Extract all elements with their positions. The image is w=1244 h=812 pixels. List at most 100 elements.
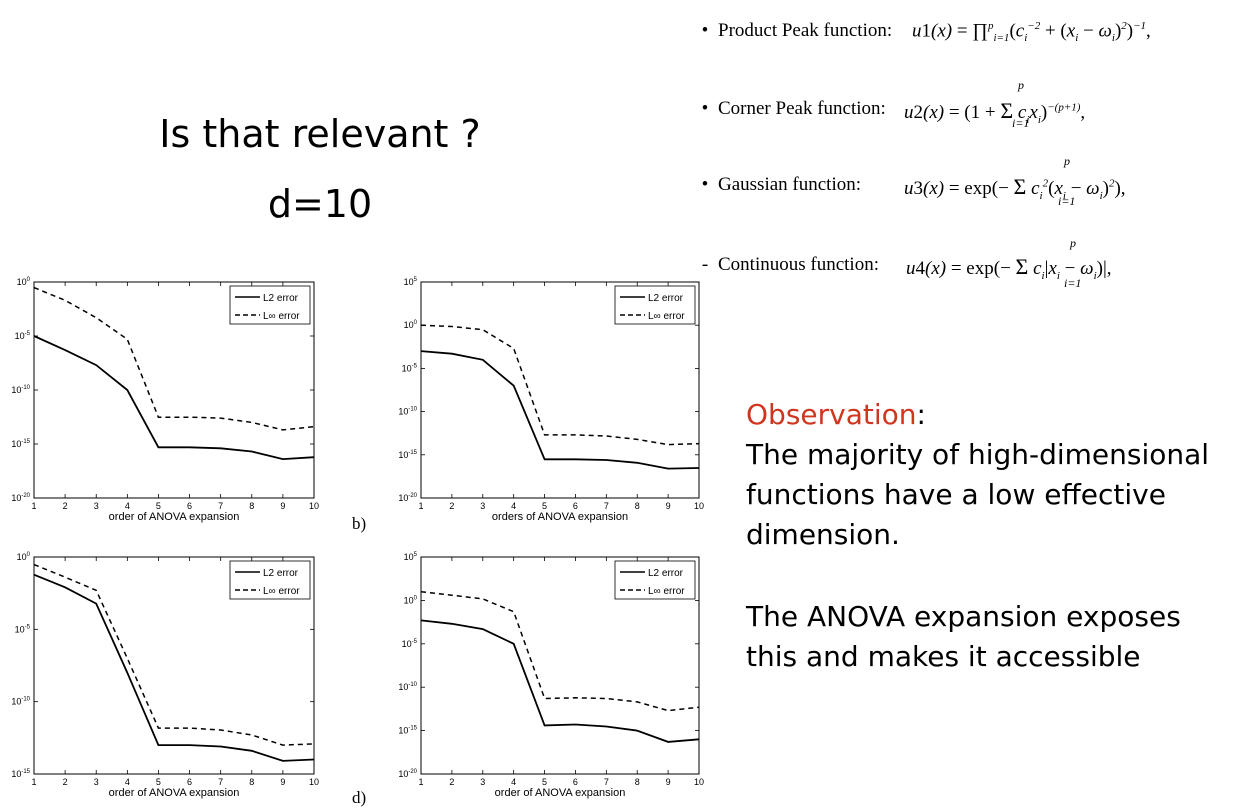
y-tick-label: 10-15 (11, 439, 30, 449)
bullet: • (701, 98, 709, 119)
x-tick-label: 9 (280, 777, 285, 787)
legend-label: L∞ error (648, 586, 685, 597)
function-formula: u1(x) = ∏pi=1(ci−2 + (xi − ωi)2)−1, (912, 20, 1151, 45)
chart-2: 1 2 3 4 5 6 7 8 9 10 105 100 10-5 10-10 10-15 10-20 orde… (398, 277, 704, 523)
observation-label: Observation (746, 398, 917, 431)
y-tick-label: 105 (404, 277, 418, 287)
bullet: • (701, 20, 709, 41)
function-label: Product Peak function: (718, 20, 893, 41)
x-tick-label: 1 (31, 501, 36, 511)
series-line (420, 324, 700, 446)
legend-label: L2 error (263, 568, 299, 579)
x-tick-label: 6 (187, 777, 192, 787)
function-formula: u3(x) = exp(− Σ ci2(xi − ωi)2), (904, 174, 1126, 202)
chart-4: 1 2 3 4 5 6 7 8 9 10 105 100 10-5 10-10 10-15 10-20 orde… (398, 552, 704, 799)
observation-text: The majority of high-dimensional functio… (746, 438, 1210, 551)
observation-heading: Observation: (746, 395, 926, 435)
x-tick-label: 10 (309, 501, 319, 511)
x-tick-label: 3 (94, 777, 99, 787)
x-tick-label: 6 (573, 777, 578, 787)
legend-label: L2 error (648, 568, 684, 579)
x-tick-label: 5 (156, 501, 161, 511)
x-tick-label: 8 (249, 501, 254, 511)
x-tick-label: 6 (573, 501, 578, 511)
y-tick-label: 10-5 (402, 639, 418, 649)
function-label: Corner Peak function: (718, 98, 886, 119)
y-tick-label: 10-20 (398, 769, 417, 779)
x-tick-label: 1 (418, 777, 423, 787)
x-tick-label: 4 (511, 777, 516, 787)
slide-subtitle: d=10 (267, 182, 373, 226)
x-tick-label: 9 (280, 501, 285, 511)
y-tick-label: 10-10 (11, 697, 30, 707)
y-tick-label: 10-15 (398, 726, 417, 736)
legend-box (614, 560, 696, 600)
x-tick-label: 1 (418, 501, 423, 511)
bullet: - (701, 254, 709, 275)
x-axis-label: orders of ANOVA expansion (492, 511, 628, 523)
series-line (420, 619, 700, 743)
x-tick-label: 7 (604, 501, 609, 511)
x-tick-label: 3 (94, 501, 99, 511)
x-tick-label: 10 (694, 777, 704, 787)
y-tick-label: 10-5 (15, 331, 31, 341)
x-tick-label: 5 (156, 777, 161, 787)
y-tick-label: 100 (404, 320, 418, 330)
legend-label: L2 error (648, 293, 684, 304)
x-tick-label: 2 (63, 501, 68, 511)
x-tick-label: 10 (694, 501, 704, 511)
x-tick-label: 8 (635, 501, 640, 511)
x-tick-label: 9 (666, 777, 671, 787)
series-line (420, 590, 700, 712)
x-tick-label: 1 (31, 777, 36, 787)
y-tick-label: 10-10 (398, 407, 417, 417)
series-line (33, 335, 315, 461)
legend-label: L∞ error (648, 311, 685, 322)
legend-box (614, 285, 696, 325)
slide-title: Is that relevant ? (159, 112, 481, 156)
x-tick-label: 9 (666, 501, 671, 511)
legend-label: L2 error (263, 293, 299, 304)
x-tick-label: 5 (542, 777, 547, 787)
observation-colon: : (916, 398, 926, 431)
series-line (420, 350, 700, 470)
x-tick-label: 10 (309, 777, 319, 787)
function-formula: u2(x) = (1 + Σ cixi)−(p+1), (904, 98, 1086, 126)
legend-box (229, 560, 311, 600)
x-axis-label: order of ANOVA expansion (109, 511, 240, 523)
y-tick-label: 10-15 (11, 769, 30, 779)
x-tick-label: 4 (125, 501, 130, 511)
series-line (33, 563, 315, 746)
bullet: • (701, 174, 709, 195)
y-tick-label: 100 (17, 277, 31, 287)
panel-label-b: b) (352, 514, 367, 533)
x-tick-label: 3 (480, 501, 485, 511)
y-tick-label: 10-20 (398, 493, 417, 503)
observation-text-2: The ANOVA expansion exposes this and mak… (746, 600, 1181, 673)
function-label: Gaussian function: (718, 174, 862, 195)
x-tick-label: 8 (249, 777, 254, 787)
y-tick-label: 10-5 (15, 624, 31, 634)
x-tick-label: 7 (218, 777, 223, 787)
x-tick-label: 6 (187, 501, 192, 511)
panel-label-d: d) (352, 788, 367, 807)
function-label: Continuous function: (718, 254, 879, 275)
x-tick-label: 7 (218, 501, 223, 511)
chart-1: 1 2 3 4 5 6 7 8 9 10 100 10-5 10-10 10-15 10-20 order o… (11, 277, 319, 523)
y-tick-label: 100 (404, 595, 418, 605)
x-tick-label: 2 (63, 777, 68, 787)
x-axis-label: order of ANOVA expansion (495, 787, 626, 799)
y-tick-label: 105 (404, 552, 418, 562)
x-axis-label: order of ANOVA expansion (109, 787, 240, 799)
x-tick-label: 4 (511, 501, 516, 511)
x-tick-label: 2 (449, 777, 454, 787)
legend-box (229, 285, 311, 325)
chart-3: 1 2 3 4 5 6 7 8 9 10 100 10-5 10-10 10-15 order of ANO… (11, 552, 319, 799)
x-tick-label: 7 (604, 777, 609, 787)
legend-label: L∞ error (263, 311, 300, 322)
x-tick-label: 2 (449, 501, 454, 511)
y-tick-label: 10-15 (398, 450, 417, 460)
function-formula: u4(x) = exp(− Σ ci|xi − ωi)|, (906, 254, 1112, 282)
y-tick-label: 10-20 (11, 493, 30, 503)
